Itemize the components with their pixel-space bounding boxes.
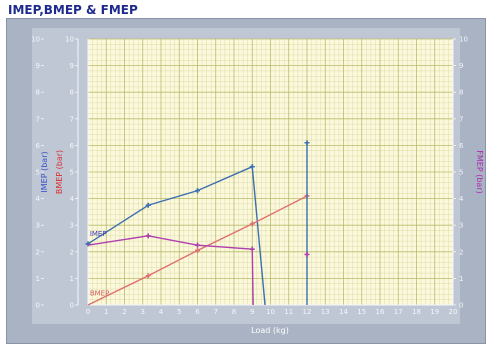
series-annotation: IMEP <box>90 230 107 238</box>
y-tick-label-bmep: 9 <box>70 62 74 70</box>
data-point-fmep <box>249 246 255 252</box>
annotations: IMEP BMEP <box>90 230 110 298</box>
y-axis-label-bmep: BMEP (bar) <box>55 150 64 194</box>
data-point-fmep <box>195 242 200 248</box>
data-point-imep <box>195 188 200 194</box>
data-point-imep <box>145 202 151 208</box>
chart-window-title: IMEP,BMEP & FMEP <box>8 3 138 17</box>
y-tick-label-imep: 9 <box>36 62 40 70</box>
major-grid <box>87 38 454 306</box>
y-tick-label-fmep: 3 <box>459 222 463 230</box>
y-tick-label-imep: 2 <box>36 248 40 256</box>
y-tick-label-imep: 7 <box>36 115 40 123</box>
data-point-bmep <box>145 273 151 279</box>
series-layer <box>85 140 310 306</box>
y-tick-label-bmep: 0 <box>70 302 74 310</box>
y-tick-label-bmep: 1 <box>70 275 74 283</box>
y-tick-label-bmep: 7 <box>70 115 74 123</box>
x-tick-label: 9 <box>250 308 254 316</box>
data-point-extra-3 <box>304 140 310 146</box>
x-tick-label: 0 <box>86 308 90 316</box>
y-axis-label-fmep: FMEP (bar) <box>475 150 484 193</box>
x-tick-label: 2 <box>122 308 126 316</box>
y-tick-label-imep: 3 <box>36 222 40 230</box>
data-point-bmep <box>195 247 200 253</box>
y-tick-label-bmep: 6 <box>70 142 75 150</box>
y-tick-label-fmep: 5 <box>459 169 463 177</box>
y-tick-label-imep: 10 <box>31 36 40 44</box>
y-tick-label-fmep: 1 <box>459 275 463 283</box>
y-tick-label-bmep: 8 <box>70 89 74 97</box>
x-tick-label: 7 <box>214 308 218 316</box>
x-tick-label: 15 <box>357 308 366 316</box>
x-tick-label: 1 <box>104 308 108 316</box>
y-tick-label-imep: 4 <box>36 195 41 203</box>
y-tick-label-imep: 1 <box>36 275 40 283</box>
x-tick-label: 14 <box>339 308 348 316</box>
y-tick-label-bmep: 4 <box>70 195 75 203</box>
y-tick-label-imep: 8 <box>36 89 40 97</box>
y-tick-label-bmep: 10 <box>65 36 74 44</box>
x-tick-label: 13 <box>321 308 330 316</box>
x-tick-label: 8 <box>232 308 236 316</box>
y-tick-label-fmep: 0 <box>459 302 463 310</box>
x-tick-label: 6 <box>195 308 200 316</box>
y-tick-label-bmep: 2 <box>70 248 74 256</box>
x-tick-label: 19 <box>430 308 439 316</box>
y-tick-label-imep: 5 <box>36 169 40 177</box>
x-tick-label: 5 <box>177 308 181 316</box>
x-tick-label: 17 <box>394 308 403 316</box>
y-tick-label-bmep: 5 <box>70 169 74 177</box>
y-tick-label-fmep: 6 <box>459 142 464 150</box>
x-tick-label: 12 <box>303 308 312 316</box>
data-point-fmep <box>145 233 151 239</box>
tick-labels: 0 1 2 3 4 5 6 7 8 9 10 11 12 13 14 15 16 17 18 19 200 0 01 1 12 2… <box>31 36 468 317</box>
y-tick-label-imep: 6 <box>36 142 41 150</box>
x-tick-label: 16 <box>376 308 385 316</box>
y-tick-label-imep: 0 <box>36 302 40 310</box>
x-tick-label: 20 <box>449 308 458 316</box>
x-tick-label: 18 <box>412 308 421 316</box>
data-point-imep <box>85 241 91 247</box>
y-tick-label-fmep: 2 <box>459 248 463 256</box>
x-tick-label: 11 <box>284 308 293 316</box>
y-tick-label-fmep: 7 <box>459 115 463 123</box>
y-tick-label-fmep: 10 <box>459 36 468 44</box>
x-tick-label: 3 <box>141 308 145 316</box>
series-annotation: BMEP <box>90 290 110 298</box>
y-tick-label-fmep: 8 <box>459 89 463 97</box>
x-tick-label: 10 <box>266 308 275 316</box>
x-tick-label: 4 <box>159 308 164 316</box>
y-axis-label-imep: IMEP (bar) <box>40 151 49 192</box>
data-point-extra-4 <box>304 251 310 257</box>
y-tick-label-fmep: 4 <box>459 195 464 203</box>
y-tick-label-bmep: 3 <box>70 222 74 230</box>
x-axis-label: Load (kg) <box>251 326 289 335</box>
data-point-bmep <box>249 221 255 227</box>
data-point-imep <box>249 164 255 170</box>
y-tick-label-fmep: 9 <box>459 62 463 70</box>
